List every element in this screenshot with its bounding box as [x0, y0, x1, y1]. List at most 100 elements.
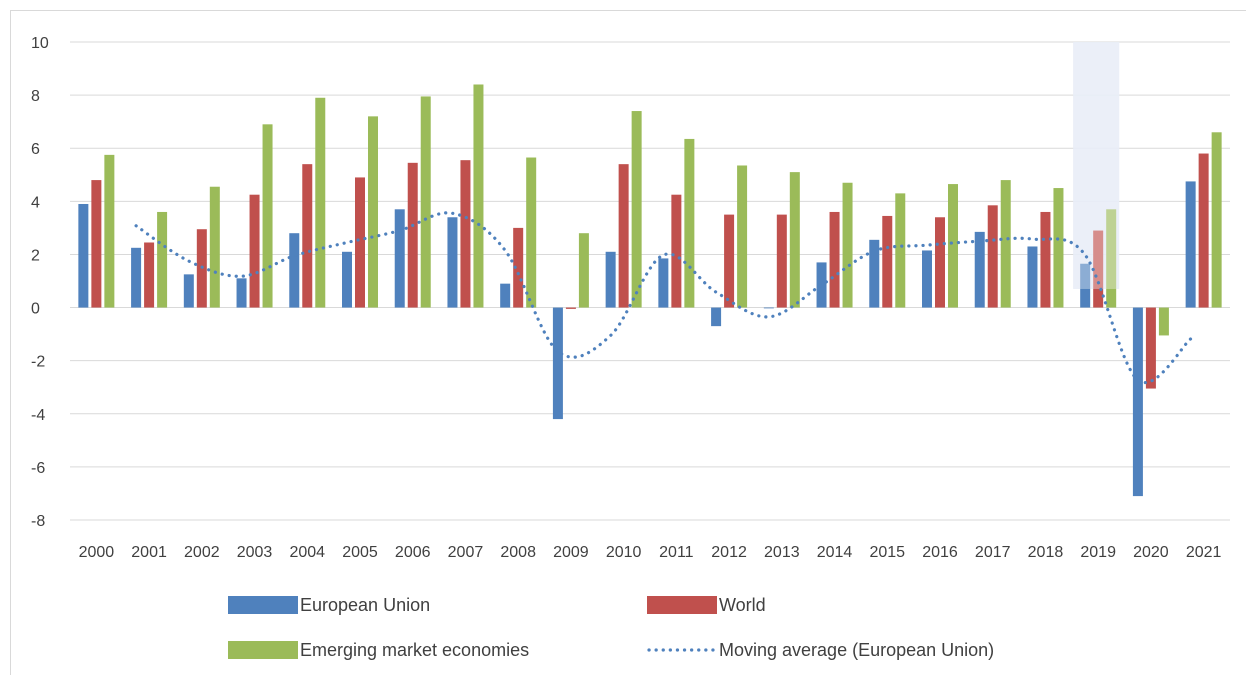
bar — [526, 157, 537, 308]
x-tick-label: 2004 — [289, 544, 325, 561]
legend-swatch — [228, 641, 298, 659]
bar — [78, 203, 89, 308]
bar — [565, 307, 576, 309]
x-tick-label: 2005 — [342, 544, 378, 561]
bar — [209, 186, 220, 308]
legend-swatch — [228, 596, 298, 614]
bar — [1040, 211, 1051, 308]
y-tick-label: 4 — [31, 194, 40, 211]
x-tick-label: 2019 — [1080, 544, 1116, 561]
bar — [671, 194, 682, 308]
x-tick-label: 2009 — [553, 544, 589, 561]
x-tick-label: 2001 — [131, 544, 167, 561]
bar — [447, 217, 458, 308]
chart-frame — [10, 10, 1246, 675]
bar — [1211, 132, 1222, 308]
legend-label: World — [719, 595, 766, 615]
bar — [157, 211, 168, 308]
bar — [618, 164, 629, 308]
bar — [1106, 209, 1117, 308]
x-tick-label: 2003 — [237, 544, 273, 561]
y-tick-label: 2 — [31, 247, 40, 264]
bar — [776, 214, 787, 308]
bar — [407, 162, 418, 308]
bar — [882, 215, 893, 308]
x-tick-label: 2021 — [1186, 544, 1222, 561]
bar — [724, 214, 735, 308]
legend-label: Moving average (European Union) — [719, 640, 994, 660]
bar — [605, 251, 616, 308]
bar — [394, 209, 405, 308]
x-tick-label: 2006 — [395, 544, 431, 561]
bar — [302, 164, 313, 308]
bar — [473, 84, 484, 308]
x-tick-label: 2016 — [922, 544, 958, 561]
y-tick-label: 10 — [31, 35, 49, 52]
y-tick-label: 6 — [31, 141, 40, 158]
x-tick-label: 2013 — [764, 544, 800, 561]
bar — [1027, 246, 1038, 308]
bar — [183, 274, 194, 308]
bar — [249, 194, 260, 308]
bar — [789, 172, 800, 308]
bar — [711, 307, 722, 327]
legend-label: European Union — [300, 595, 430, 615]
bar — [869, 239, 880, 308]
bar — [500, 283, 511, 308]
x-tick-label: 2017 — [975, 544, 1011, 561]
bar — [1198, 153, 1209, 308]
bar — [91, 180, 102, 308]
bar — [355, 177, 365, 308]
bar — [1080, 263, 1091, 308]
bar — [829, 211, 840, 308]
bar — [631, 111, 642, 308]
bar — [236, 278, 247, 308]
bar — [342, 251, 352, 308]
bar — [1145, 307, 1156, 389]
bar — [315, 97, 326, 308]
bar — [368, 116, 378, 308]
bar — [987, 205, 998, 308]
bar — [1185, 181, 1196, 308]
bar — [144, 242, 155, 308]
bar — [420, 96, 431, 308]
bar — [552, 307, 563, 420]
bar — [104, 154, 115, 308]
x-tick-label: 2008 — [500, 544, 536, 561]
x-tick-label: 2010 — [606, 544, 642, 561]
bar — [935, 217, 945, 308]
y-tick-label: -8 — [31, 513, 45, 530]
y-tick-label: -6 — [31, 460, 45, 477]
bar — [842, 182, 853, 308]
bar — [974, 231, 985, 308]
legend-layer: European Union World Emerging market econo… — [228, 595, 994, 660]
y-tick-label: 8 — [31, 88, 40, 105]
y-tick-label: -2 — [31, 354, 45, 371]
axis-layer: 10 8 6 4 2 0 -2 -4 -6 -8 2000 2001 2002 2003 2004 2005 2… — [31, 35, 1222, 561]
bar — [684, 138, 695, 308]
x-tick-label: 2018 — [1028, 544, 1064, 561]
bar — [922, 250, 932, 308]
legend-label: Emerging market economies — [300, 640, 529, 660]
x-tick-label: 2020 — [1133, 544, 1169, 561]
x-tick-label: 2000 — [79, 544, 115, 561]
x-tick-label: 2012 — [711, 544, 747, 561]
highlight-overlay — [1073, 42, 1120, 289]
bar — [289, 233, 300, 308]
bar — [513, 227, 524, 308]
y-tick-label: -4 — [31, 407, 45, 424]
y-tick-label: 0 — [31, 301, 40, 318]
bar — [578, 233, 589, 308]
x-tick-label: 2011 — [659, 544, 694, 561]
bar — [1132, 307, 1143, 497]
bar — [460, 160, 471, 308]
x-tick-label: 2015 — [869, 544, 905, 561]
bar — [763, 307, 774, 309]
bar — [737, 165, 748, 308]
bar — [658, 258, 669, 308]
bar — [1000, 180, 1011, 308]
bars-layer — [78, 84, 1222, 497]
bar — [1093, 230, 1104, 308]
bar — [948, 184, 958, 308]
